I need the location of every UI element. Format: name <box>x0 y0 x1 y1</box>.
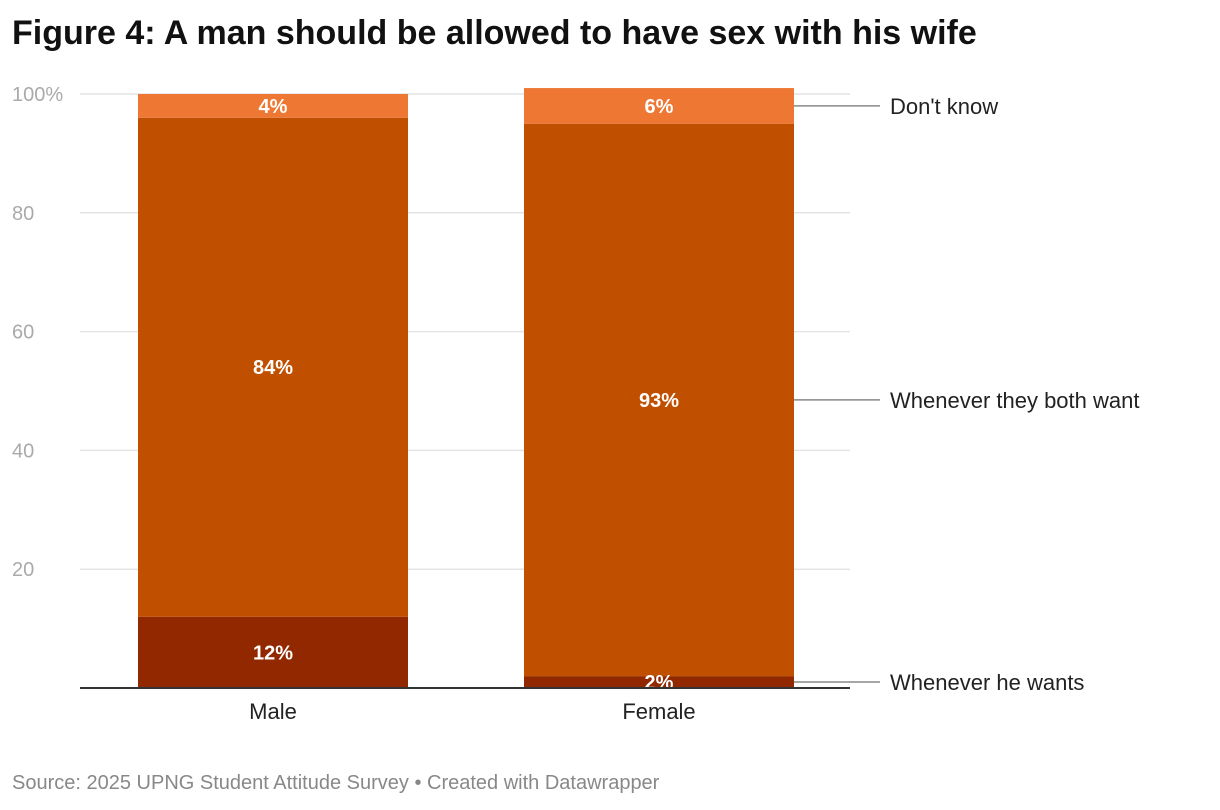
bar-segment <box>524 676 794 688</box>
bar-segment <box>524 123 794 677</box>
x-tick-label: Male <box>249 699 297 724</box>
x-tick-label: Female <box>622 699 695 724</box>
y-tick-label: 80 <box>12 203 34 225</box>
data-label: 4% <box>259 96 288 118</box>
data-label: 2% <box>645 672 674 694</box>
legend: Whenever he wants Whenever they both want… <box>794 94 1139 695</box>
bar-segment <box>138 117 408 617</box>
legend-label: Whenever they both want <box>890 388 1139 413</box>
y-tick-label: 60 <box>12 322 34 344</box>
data-label: 12% <box>253 642 293 664</box>
legend-label: Whenever he wants <box>890 670 1084 695</box>
legend-label: Don't know <box>890 94 998 119</box>
data-label: 84% <box>253 357 293 379</box>
data-label: 6% <box>645 96 674 118</box>
y-tick-label: 20 <box>12 559 34 581</box>
bar-segment <box>138 616 408 688</box>
data-label: 93% <box>639 390 679 412</box>
y-tick-label: 40 <box>12 440 34 462</box>
source-note: Source: 2025 UPNG Student Attitude Surve… <box>12 772 660 794</box>
x-axis: Male Female <box>80 687 850 724</box>
bars: 12% 84% 4% 2% 93% 6% <box>138 88 794 694</box>
y-tick-label: 100% <box>12 84 63 106</box>
chart-title: Figure 4: A man should be allowed to hav… <box>12 14 977 52</box>
bar-segment <box>524 88 794 124</box>
bar-segment <box>138 94 408 118</box>
